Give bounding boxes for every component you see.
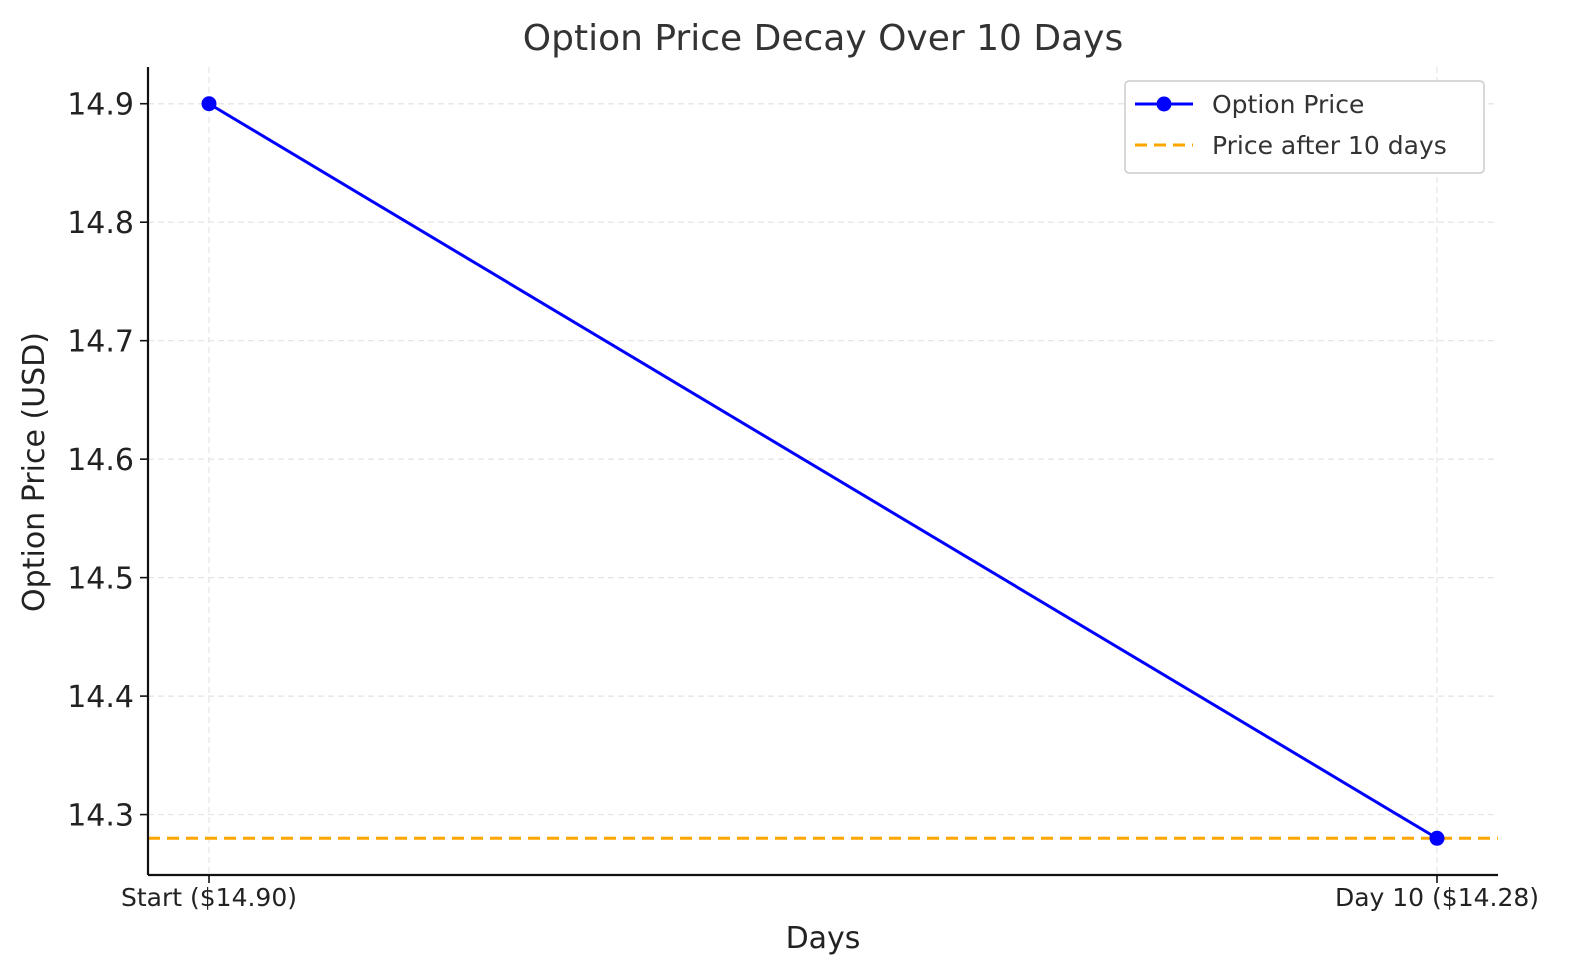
series-layer: [201, 96, 1445, 846]
y-tick-label-6: 14.9: [67, 88, 134, 123]
legend-label-price-after-10-days: Price after 10 days: [1212, 131, 1447, 160]
y-tick-label-0: 14.3: [67, 799, 134, 834]
x-axis-label: Days: [786, 921, 861, 956]
legend-marker-option-price: [1156, 96, 1172, 112]
data-point-0-1: [1429, 830, 1445, 846]
x-tick-label-1: Day 10 ($14.28): [1335, 883, 1539, 912]
y-tick-label-2: 14.5: [67, 562, 134, 597]
chart-title: Option Price Decay Over 10 Days: [523, 18, 1123, 59]
data-point-0-0: [201, 96, 217, 112]
y-axis-label: Option Price (USD): [17, 332, 52, 612]
series-line-0: [208, 102, 1438, 840]
y-tick-label-1: 14.4: [67, 680, 134, 715]
legend-label-option-price: Option Price: [1212, 90, 1364, 119]
y-tick-label-3: 14.6: [67, 443, 134, 478]
y-ticks: 14.3 14.4 14.5 14.6 14.7 14.8 14.9: [67, 88, 148, 834]
x-ticks: Start ($14.90) Day 10 ($14.28): [121, 875, 1539, 912]
x-tick-label-0: Start ($14.90): [121, 883, 297, 912]
axes: [146, 67, 1498, 877]
y-tick-label-5: 14.8: [67, 206, 134, 241]
grid: [148, 67, 1498, 875]
legend: Option Price Price after 10 days: [1124, 80, 1485, 174]
legend-box: [1124, 80, 1485, 174]
y-tick-label-4: 14.7: [67, 325, 134, 360]
